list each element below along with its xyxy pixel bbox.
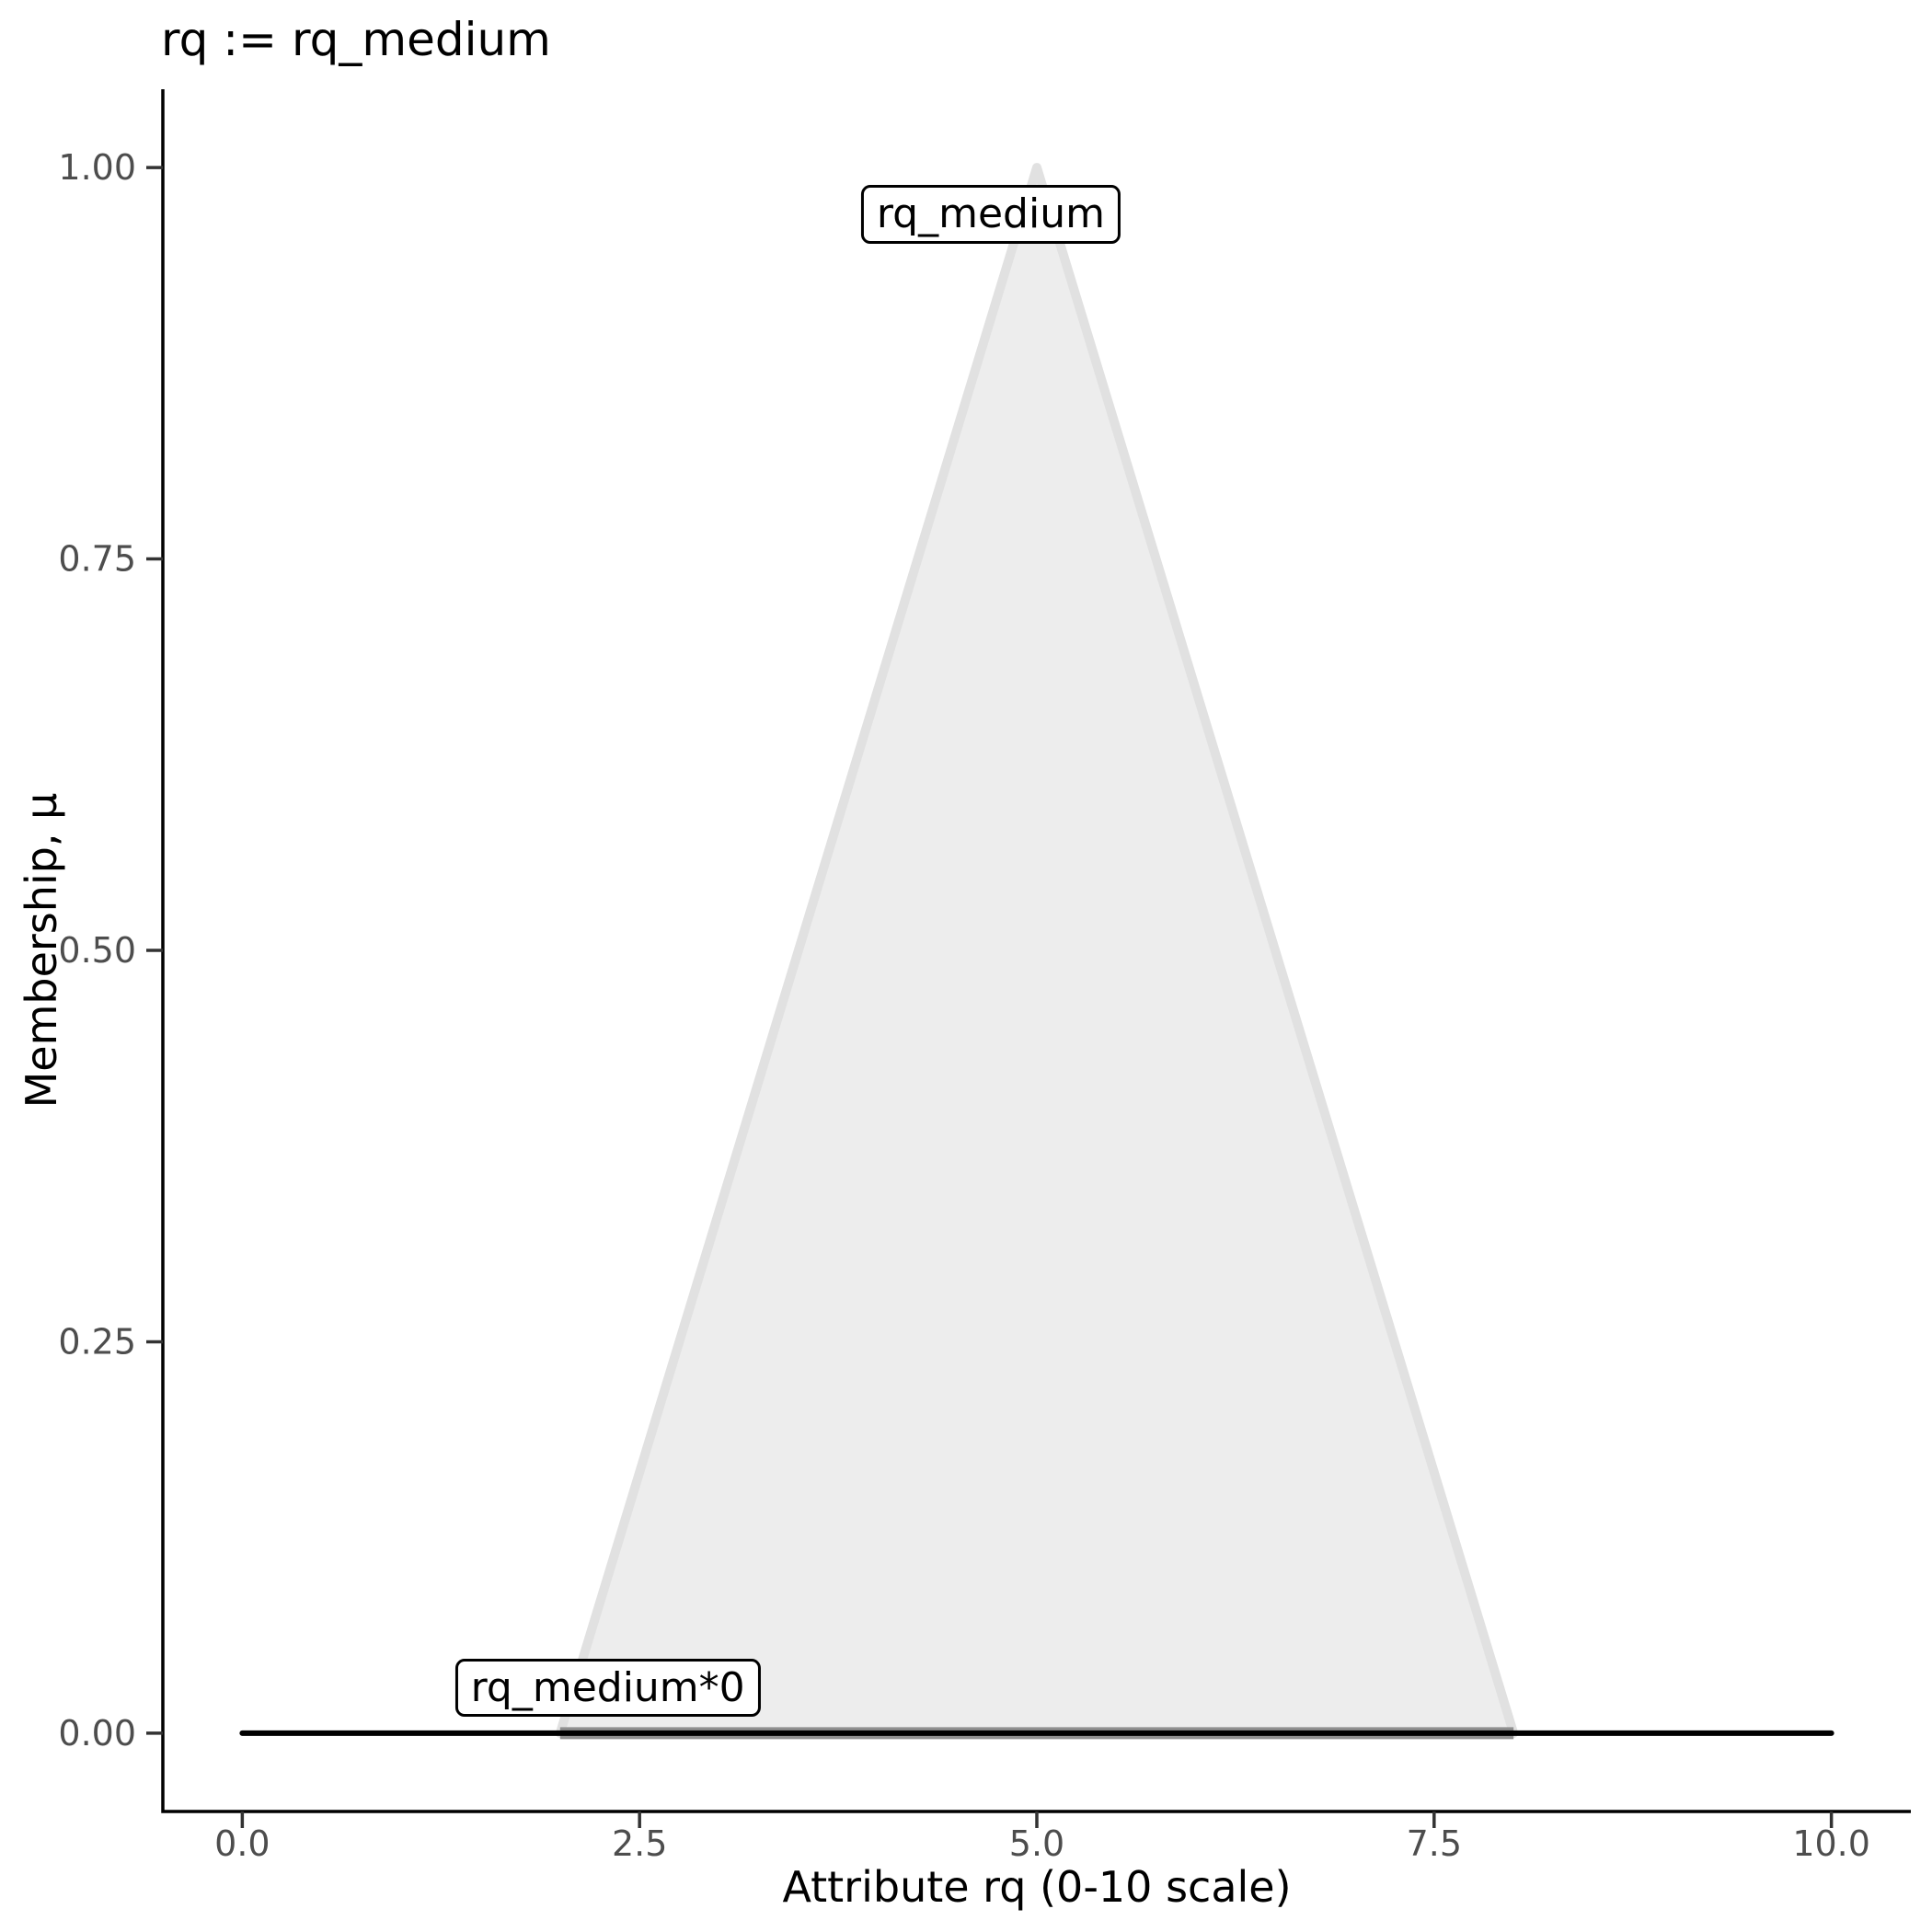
y-tick-label: 0.75 <box>58 539 136 580</box>
y-tick-label: 0.50 <box>58 930 136 971</box>
x-axis-title: Attribute rq (0-10 scale) <box>782 1862 1292 1912</box>
x-tick-label: 10.0 <box>1792 1823 1870 1864</box>
x-tick-label: 0.0 <box>214 1823 270 1864</box>
series-shape-rq-medium <box>555 163 1519 1738</box>
x-tick-label: 2.5 <box>612 1823 667 1864</box>
y-tick-label: 1.00 <box>58 147 136 188</box>
axis-lines <box>161 89 1911 1813</box>
y-tick-label: 0.25 <box>58 1321 136 1362</box>
x-tick-label: 7.5 <box>1407 1823 1462 1864</box>
x-tick-label: 5.0 <box>1009 1823 1064 1864</box>
series-label-rq-medium: rq_medium <box>860 185 1121 245</box>
series-label-rq-medium-times-0: rq_medium*0 <box>454 1658 761 1718</box>
chart-title: rq := rq_medium <box>161 13 551 66</box>
y-axis-title: Membership, μ <box>17 792 66 1109</box>
y-tick-label: 0.00 <box>58 1713 136 1754</box>
